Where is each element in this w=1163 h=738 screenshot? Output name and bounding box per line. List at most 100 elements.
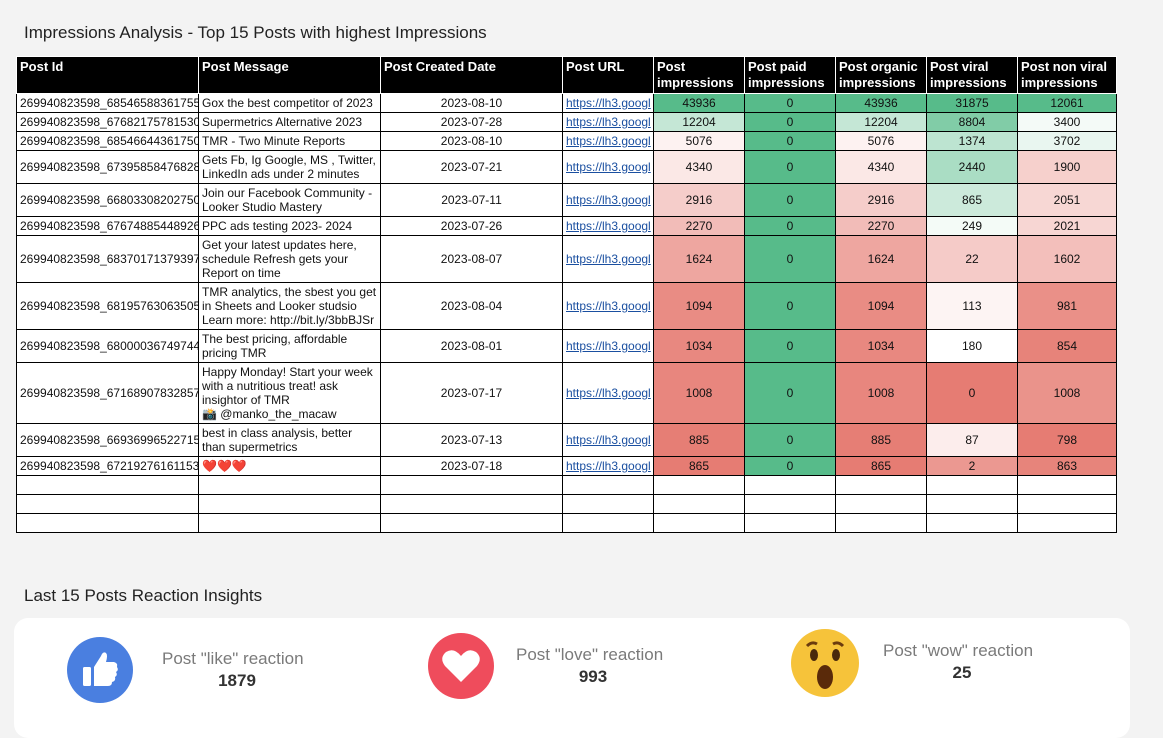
column-header: Post Created Date [380,56,563,94]
table-row: 269940823598_67219276161153 ❤️❤️❤️ 2023-07… [16,456,1117,476]
metric-cell: 4340 [835,150,927,184]
post-message: Gox the best competitor of 2023 [198,93,381,113]
metric-value: 885 [688,433,710,447]
post-url[interactable]: https://lh3.googl [562,456,654,476]
metric-value: 0 [786,219,794,233]
metric-cell: 2440 [926,150,1018,184]
empty-cell [835,513,927,533]
metric-value: 2916 [685,193,713,207]
metric-cell: 3702 [1017,131,1117,151]
metric-cell: 2916 [653,183,745,217]
metric-value: 1374 [958,134,986,148]
post-message: Supermetrics Alternative 2023 [198,112,381,132]
empty-row [16,475,1117,495]
post-date: 2023-08-10 [380,131,563,151]
post-url[interactable]: https://lh3.googl [562,150,654,184]
post-url[interactable]: https://lh3.googl [562,235,654,283]
post-date: 2023-08-04 [380,282,563,330]
metric-cell: 981 [1017,282,1117,330]
post-id: 269940823598_66936996522715 [16,423,199,457]
metric-value: 2270 [685,219,713,233]
metric-value: 3400 [1053,115,1081,129]
empty-cell [16,494,199,514]
post-url[interactable]: https://lh3.googl [562,282,654,330]
post-id: 269940823598_67168907832857 [16,362,199,424]
report-title: Impressions Analysis - Top 15 Posts with… [24,23,487,42]
post-url[interactable]: https://lh3.googl [562,362,654,424]
post-id: 269940823598_68370171379397 [16,235,199,283]
impressions-table: Post Id Post Message Post Created Date Post… [16,56,1117,533]
metric-value: 865 [870,459,892,473]
post-url[interactable]: https://lh3.googl [562,329,654,363]
metric-value: 249 [961,219,983,233]
post-url[interactable]: https://lh3.googl [562,131,654,151]
empty-cell [16,513,199,533]
metric-value: 2916 [867,193,895,207]
wow-icon [791,629,859,697]
metric-value: 180 [961,339,983,353]
metric-value: 22 [965,252,979,266]
metric-value: 87 [965,433,979,447]
metric-cell: 1602 [1017,235,1117,283]
metric-cell: 0 [744,131,836,151]
metric-value: 0 [786,252,794,266]
love-icon [428,633,494,699]
metric-value: 0 [786,339,794,353]
metric-cell: 0 [744,329,836,363]
metric-value: 2021 [1053,219,1081,233]
metric-cell: 0 [744,282,836,330]
metric-cell: 8804 [926,112,1018,132]
post-url[interactable]: https://lh3.googl [562,423,654,457]
metric-value: 3702 [1053,134,1081,148]
metric-value: 0 [786,115,794,129]
empty-cell [380,494,563,514]
metric-value: 1624 [685,252,713,266]
reaction-value: 993 [578,667,608,686]
table-row: 269940823598_68546644361750 TMR - Two Min… [16,131,1117,151]
post-date: 2023-07-28 [380,112,563,132]
post-url[interactable]: https://lh3.googl [562,93,654,113]
empty-cell [562,494,654,514]
empty-cell [562,513,654,533]
metric-value: 0 [786,299,794,313]
metric-cell: 22 [926,235,1018,283]
metric-value: 2 [968,459,976,473]
reaction-value: 25 [952,663,972,682]
post-message: TMR analytics, the sbest you get in Shee… [198,282,381,330]
metric-value: 885 [870,433,892,447]
metric-value: 865 [961,193,983,207]
metric-value: 1034 [867,339,895,353]
metric-cell: 865 [653,456,745,476]
post-date: 2023-07-17 [380,362,563,424]
post-message: Happy Monday! Start your week with a nut… [198,362,381,424]
metric-cell: 865 [926,183,1018,217]
metric-cell: 0 [744,362,836,424]
metric-cell: 180 [926,329,1018,363]
post-url[interactable]: https://lh3.googl [562,183,654,217]
metric-cell: 0 [744,423,836,457]
metric-cell: 885 [653,423,745,457]
reactions-card: Post "like" reaction 1879 Post "love" reac… [14,618,1130,738]
post-url[interactable]: https://lh3.googl [562,112,654,132]
metric-cell: 0 [744,150,836,184]
table-row: 269940823598_68000036749744 The best pric… [16,329,1117,363]
metric-cell: 5076 [835,131,927,151]
table-row: 269940823598_67682175781530 Supermetrics … [16,112,1117,132]
empty-cell [198,513,381,533]
metric-cell: 865 [835,456,927,476]
empty-cell [562,475,654,495]
post-url[interactable]: https://lh3.googl [562,216,654,236]
metric-cell: 1034 [835,329,927,363]
metric-value: 0 [786,134,794,148]
table-row: 269940823598_66803308202750 Join our Face… [16,183,1117,217]
metric-cell: 1094 [835,282,927,330]
metric-value: 8804 [958,115,986,129]
metric-value: 0 [786,433,794,447]
post-date: 2023-07-18 [380,456,563,476]
metric-cell: 31875 [926,93,1018,113]
metric-value: 4340 [867,160,895,174]
post-id: 269940823598_68195763063505 [16,282,199,330]
metric-cell: 12061 [1017,93,1117,113]
metric-cell: 863 [1017,456,1117,476]
empty-cell [380,513,563,533]
